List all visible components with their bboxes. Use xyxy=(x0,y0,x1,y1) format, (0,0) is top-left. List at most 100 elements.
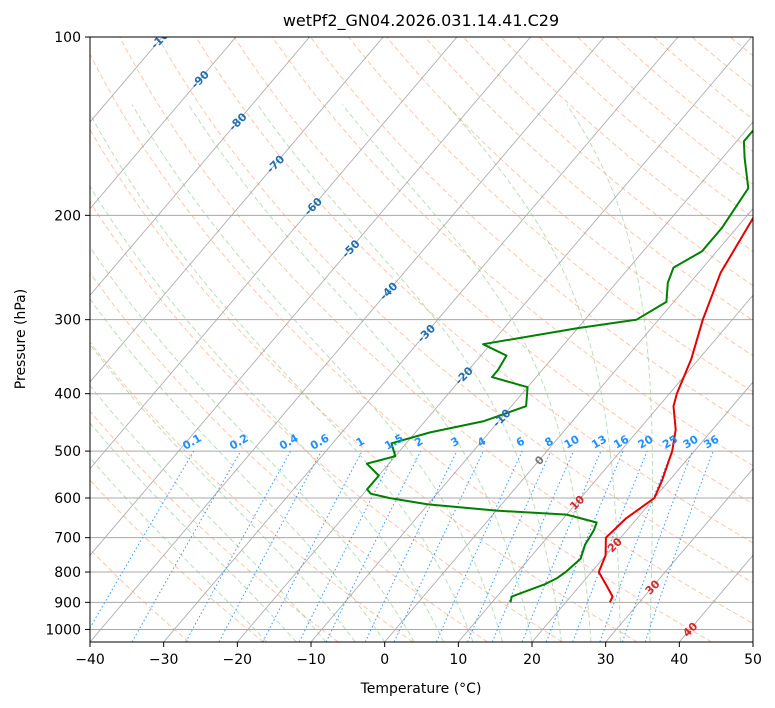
dry-adiabat xyxy=(386,37,753,357)
dry-adiabat xyxy=(90,53,712,642)
mixing-ratio-line xyxy=(599,450,673,642)
mixing-ratio-label: 10 xyxy=(562,432,582,451)
mixing-ratio-line xyxy=(435,450,523,642)
y-tick-label: 400 xyxy=(54,387,81,403)
dry-adiabat xyxy=(424,37,753,322)
moist-adiabat xyxy=(90,112,474,642)
mixing-ratio-line xyxy=(644,450,714,642)
moist-adiabat xyxy=(131,104,503,642)
mixing-ratio-label: 6 xyxy=(514,434,527,449)
mixing-ratio-line xyxy=(364,450,458,642)
mixing-ratio-label: 4 xyxy=(475,434,488,449)
mixing-ratio-line xyxy=(491,450,574,642)
isotherm xyxy=(90,37,458,470)
temperature-line xyxy=(597,216,753,603)
dry-adiabat xyxy=(195,37,753,544)
y-tick-label: 600 xyxy=(54,491,81,507)
dry-adiabat xyxy=(119,37,753,624)
mixing-ratio-label: 8 xyxy=(542,435,555,450)
x-tick-label: 40 xyxy=(670,652,688,668)
y-tick-label: 700 xyxy=(54,531,81,547)
mixing-ratio-line xyxy=(262,450,363,642)
moist-adiabat xyxy=(256,104,562,642)
mixing-ratio-line xyxy=(572,450,648,642)
moist-adiabat xyxy=(90,422,297,642)
x-tick-label: 0 xyxy=(380,652,389,668)
dry-adiabat xyxy=(768,37,775,642)
moist-adiabat xyxy=(90,384,327,642)
sounding-series xyxy=(365,129,753,603)
x-tick-label: 50 xyxy=(744,652,762,668)
moist-adiabat xyxy=(341,104,592,642)
mixing-ratio-label: 3 xyxy=(448,435,461,450)
dry-adiabat xyxy=(90,479,264,642)
y-axis-label: Pressure (hPa) xyxy=(13,289,29,389)
mixing-ratio-label: 2 xyxy=(412,435,425,450)
x-tick-label: −20 xyxy=(223,652,253,668)
dry-adiabat xyxy=(157,37,753,584)
isotherm xyxy=(384,207,753,642)
dry-adiabat xyxy=(348,37,753,393)
moist-adiabat xyxy=(446,104,621,642)
y-tick-label: 800 xyxy=(54,565,81,581)
isotherm xyxy=(90,37,531,557)
mixing-ratio-line xyxy=(218,450,322,642)
isotherm xyxy=(457,294,753,642)
y-tick-label: 900 xyxy=(54,595,81,611)
x-axis-label: Temperature (°C) xyxy=(360,681,482,697)
isotherm xyxy=(90,37,310,297)
mixing-ratio-line xyxy=(90,450,195,629)
dry-adiabat xyxy=(90,128,638,642)
plot-frame xyxy=(89,36,754,643)
mixing-ratio-label: 1 xyxy=(354,435,367,450)
dry-adiabat xyxy=(310,37,753,430)
isotherm xyxy=(90,37,605,642)
dry-adiabat xyxy=(233,37,753,505)
x-axis-ticks: −40 −30 −20 −10 0 10 20 30 40 50 xyxy=(75,642,762,668)
chart-title: wetPf2_GN04.2026.031.14.41.C29 xyxy=(283,11,559,31)
x-tick-label: −10 xyxy=(296,652,326,668)
dry-adiabat xyxy=(653,37,753,120)
isotherm xyxy=(236,37,752,642)
y-tick-label: 200 xyxy=(54,208,81,224)
dewpoint-line xyxy=(365,129,753,603)
dry-adiabat xyxy=(691,37,753,88)
isotherm xyxy=(90,37,237,210)
mixing-ratio-line xyxy=(467,450,552,642)
mixing-ratio-label: 1.5 xyxy=(382,432,405,453)
background-grid xyxy=(90,37,775,642)
dry-adiabat xyxy=(500,37,753,252)
isotherm xyxy=(678,554,753,642)
x-tick-label: −30 xyxy=(149,652,179,668)
mixing-ratio-line xyxy=(545,450,624,642)
x-tick-label: 30 xyxy=(597,652,615,668)
mixing-ratio-label: 25 xyxy=(660,433,680,452)
y-axis-ticks: 100 200 300 400 500 600 700 800 900 1000 xyxy=(45,30,90,638)
dry-adiabat xyxy=(90,271,488,642)
line-labels: 0.1 0.2 0.4 0.6 1 1.5 2 3 4 6 8 10 13 16 20 25 30 36-100-… xyxy=(148,37,721,640)
dry-adiabat xyxy=(539,37,753,219)
mixing-ratio-label: 13 xyxy=(589,433,609,452)
y-tick-label: 500 xyxy=(54,444,81,460)
mixing-ratio-label: 0.6 xyxy=(308,431,332,452)
dry-adiabat xyxy=(90,341,414,642)
x-tick-label: 20 xyxy=(523,652,541,668)
isotherm xyxy=(531,381,753,642)
isotherm xyxy=(310,121,753,642)
x-tick-label: −40 xyxy=(75,652,105,668)
isotherm xyxy=(163,37,679,642)
mixing-ratio-label: 16 xyxy=(611,432,631,451)
mixing-ratio-line xyxy=(131,450,242,642)
x-tick-label: 10 xyxy=(449,652,467,668)
moist-adiabat xyxy=(566,104,653,642)
moist-adiabat xyxy=(90,457,268,642)
mixing-ratio-line xyxy=(325,450,422,642)
mixing-ratio-line xyxy=(393,450,484,642)
mixing-ratio-label: 0.4 xyxy=(277,431,301,452)
moist-adiabat xyxy=(188,104,533,642)
moist-adiabat xyxy=(90,298,386,642)
mixing-ratio-line xyxy=(621,450,693,642)
mixing-ratio-line xyxy=(521,450,602,642)
mixing-ratio-line xyxy=(185,450,292,642)
